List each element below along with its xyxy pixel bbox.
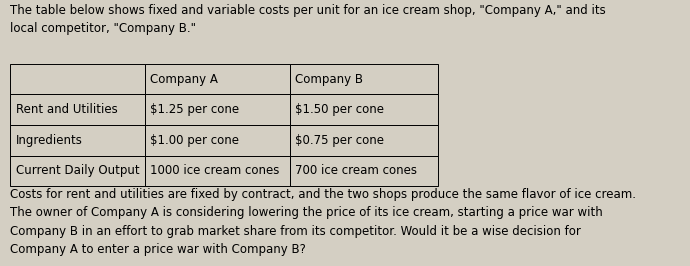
Text: The table below shows fixed and variable costs per unit for an ice cream shop, ": The table below shows fixed and variable… bbox=[10, 4, 606, 35]
Bar bbox=[290, 64, 438, 94]
Text: $1.50 per cone: $1.50 per cone bbox=[295, 103, 384, 116]
Bar bbox=[10, 156, 145, 186]
Text: Ingredients: Ingredients bbox=[16, 134, 83, 147]
Text: Costs for rent and utilities are fixed by contract, and the two shops produce th: Costs for rent and utilities are fixed b… bbox=[10, 188, 636, 256]
Text: Current Daily Output: Current Daily Output bbox=[16, 164, 139, 177]
Bar bbox=[145, 94, 290, 125]
Text: Company B: Company B bbox=[295, 73, 364, 86]
Text: $0.75 per cone: $0.75 per cone bbox=[295, 134, 384, 147]
Bar bbox=[290, 156, 438, 186]
Bar bbox=[145, 64, 290, 94]
Text: Rent and Utilities: Rent and Utilities bbox=[16, 103, 117, 116]
Text: 700 ice cream cones: 700 ice cream cones bbox=[295, 164, 417, 177]
Text: $1.00 per cone: $1.00 per cone bbox=[150, 134, 239, 147]
Bar bbox=[290, 94, 438, 125]
Text: 1000 ice cream cones: 1000 ice cream cones bbox=[150, 164, 280, 177]
Bar bbox=[290, 125, 438, 156]
Text: $1.25 per cone: $1.25 per cone bbox=[150, 103, 239, 116]
Bar bbox=[10, 64, 145, 94]
Bar bbox=[145, 125, 290, 156]
Text: Company A: Company A bbox=[150, 73, 218, 86]
Bar bbox=[10, 125, 145, 156]
Bar bbox=[145, 156, 290, 186]
Bar bbox=[10, 94, 145, 125]
